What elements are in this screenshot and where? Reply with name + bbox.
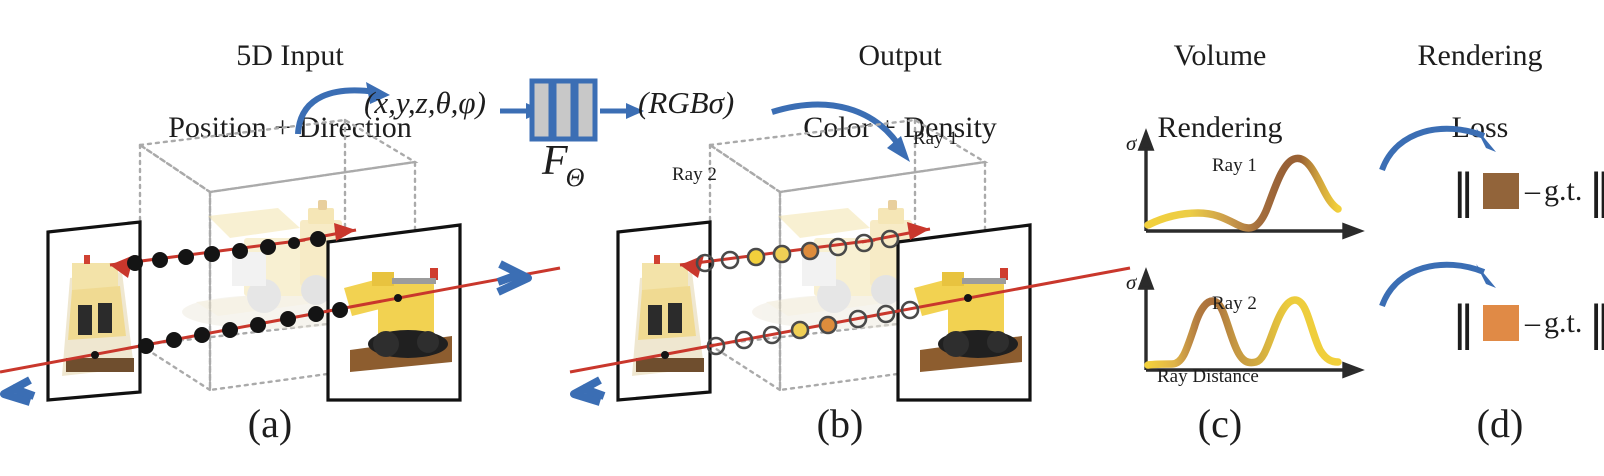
- loss-term-2: ‖ – g.t. ‖ 2 2: [1452, 300, 1604, 346]
- ground-truth-label-2: g.t.: [1544, 306, 1583, 339]
- ray2-sample-points: [706, 300, 920, 356]
- plot-ray2-curve: [1144, 296, 1342, 369]
- header-volume-rendering: Volume Rendering: [1110, 2, 1330, 182]
- mlp-network-block: [529, 78, 598, 142]
- header-output-line1: Output: [858, 39, 942, 72]
- panel-letter-d: (d): [1476, 401, 1524, 446]
- arrow-network-to-output: [600, 103, 644, 119]
- header-volume-line1: Volume: [1173, 39, 1267, 72]
- plot-ray2: [1137, 267, 1365, 379]
- minus-sign-2: –: [1525, 306, 1540, 339]
- rendered-color-swatch-1: [1483, 173, 1519, 209]
- panel-letter-b: (b): [816, 401, 864, 446]
- image-plane-left: [46, 220, 142, 402]
- camera-marker-right: [496, 260, 532, 296]
- header-output: Output Color + Density: [680, 2, 1120, 182]
- image-plane-right-b: [896, 223, 1032, 402]
- sample-dots-lower: [138, 302, 348, 354]
- ray-upper: [109, 223, 357, 278]
- ray-lower: [0, 266, 561, 374]
- minus-sign-1: –: [1525, 174, 1540, 207]
- ray1-sample-points: [695, 229, 900, 273]
- norm-close-2: ‖: [1588, 300, 1604, 346]
- plot-ray1-curve: [1144, 154, 1342, 232]
- arrow-ray1-to-loss: [1379, 125, 1496, 172]
- rendered-color-swatch-2: [1483, 305, 1519, 341]
- sigma-axis-label-2: σ: [1126, 270, 1137, 294]
- image-plane-right: [326, 223, 462, 402]
- panel-b-scene: [569, 118, 1131, 406]
- ground-truth-label-1: g.t.: [1544, 174, 1583, 207]
- norm-close-1: ‖: [1588, 168, 1604, 214]
- header-output-line2: Color + Density: [803, 111, 997, 144]
- ray2-label: Ray 2: [672, 164, 717, 185]
- header-5d-input-line2: Position + Direction: [168, 111, 412, 144]
- plot-ray2-title: Ray 2: [1212, 293, 1257, 314]
- header-volume-line2: Rendering: [1157, 111, 1283, 144]
- network-label-theta: Θ: [565, 163, 585, 192]
- plot-ray1: [1137, 128, 1365, 240]
- norm-open-1: ‖: [1452, 164, 1475, 218]
- header-rendering-loss: Rendering Loss: [1360, 2, 1600, 182]
- camera-marker-left: [0, 376, 36, 406]
- panel-a-scene: [0, 118, 561, 406]
- sample-dots-upper: [127, 231, 326, 271]
- output-tuple-label: (RGBσ): [638, 85, 735, 120]
- network-label-F: F: [542, 138, 568, 184]
- panel-letter-a: (a): [247, 401, 293, 446]
- header-5d-input: 5D Input Position + Direction: [60, 2, 520, 182]
- input-tuple-label: (x,y,z,θ,φ): [364, 85, 486, 120]
- sigma-axis-label-1: σ: [1126, 131, 1137, 155]
- header-loss-line1: Rendering: [1417, 39, 1543, 72]
- plot-ray2-axes: [1137, 267, 1365, 379]
- camera-marker-left-b: [570, 376, 606, 406]
- plot-ray1-axes: [1137, 128, 1365, 240]
- header-5d-input-line1: 5D Input: [236, 39, 344, 72]
- arrow-scene-to-input: [295, 82, 390, 135]
- panel-letter-c: (c): [1197, 401, 1243, 446]
- image-plane-left-b: [616, 220, 712, 402]
- loss-term-1: ‖ – g.t. ‖ 2 2: [1452, 168, 1604, 214]
- ray-distance-axis-label: Ray Distance: [1157, 366, 1259, 387]
- network-label: FΘ: [542, 137, 586, 192]
- arrow-ray2-to-loss: [1379, 261, 1496, 308]
- plot-ray1-title: Ray 1: [1212, 155, 1257, 176]
- norm-open-2: ‖: [1452, 296, 1475, 350]
- ray1-label: Ray 1: [913, 128, 958, 149]
- arrow-output-to-scene: [771, 101, 910, 162]
